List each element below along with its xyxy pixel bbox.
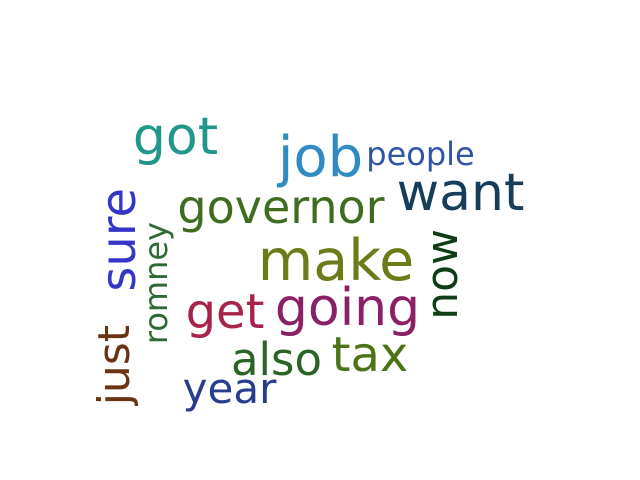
word-romney: romney xyxy=(137,221,175,345)
word-year: year xyxy=(182,364,277,413)
word-got: got xyxy=(132,107,219,167)
word-now: now xyxy=(417,228,468,320)
word-going: going xyxy=(274,278,421,338)
word-job: job xyxy=(277,125,364,190)
word-make: make xyxy=(257,228,415,294)
word-get: get xyxy=(185,284,265,340)
word-just: just xyxy=(89,325,140,406)
word-also: also xyxy=(230,333,323,386)
word-sure: sure xyxy=(91,188,147,292)
word-governor: governor xyxy=(177,180,385,234)
word-want: want xyxy=(396,163,525,223)
word-people: people xyxy=(366,135,475,173)
word-tax: tax xyxy=(331,327,409,383)
